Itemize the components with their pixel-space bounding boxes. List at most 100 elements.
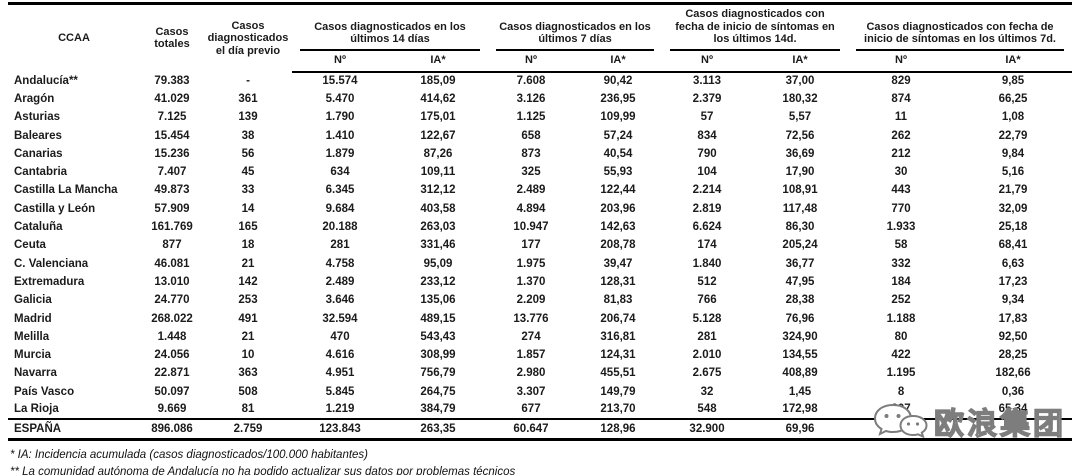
table-row: Melilla 1.448 21 470 543,43 274 316,81 281 324,9…: [8, 328, 1072, 346]
value-cell: 1.933: [886, 221, 916, 234]
value-cell: 17,83: [998, 312, 1028, 325]
value-cell: 24.770: [154, 294, 190, 307]
table-row: Canarias 15.236 56 1.879 87,26 873 40,54 790 36,…: [8, 145, 1072, 163]
value-cell: 57: [700, 111, 714, 124]
table-row: Castilla y León 57.909 14 9.684 403,58 4.894 2…: [8, 200, 1072, 218]
value-cell: 422: [891, 349, 911, 362]
value-cell: 834: [697, 129, 717, 142]
value-cell: 6.624: [692, 221, 722, 234]
value-cell: 104: [697, 166, 717, 179]
value-cell: 14: [241, 202, 255, 215]
table-row: Cataluña 161.769 165 20.188 263,03 10.947 142,…: [8, 218, 1072, 236]
table-header: CCAA Casos totales Casos diagnosticados …: [8, 4, 1073, 73]
value-cell: 384,79: [420, 403, 456, 416]
value-cell: 139: [238, 111, 258, 124]
ccaa-cell: Galicia: [14, 294, 52, 307]
value-cell: 15.236: [154, 147, 190, 160]
value-cell: 55,93: [603, 166, 633, 179]
value-cell: 325: [521, 166, 541, 179]
value-cell: 81,83: [603, 294, 633, 307]
ccaa-cell: Aragón: [14, 92, 55, 105]
value-cell: 65,34: [998, 403, 1028, 416]
value-cell: 56: [241, 147, 255, 160]
footnotes: * IA: Incidencia acumulada (casos diagno…: [0, 441, 1080, 475]
value-cell: 213,70: [600, 403, 636, 416]
value-cell: 36,77: [785, 257, 815, 270]
value-cell: 13.010: [154, 275, 190, 288]
ccaa-cell: Cataluña: [14, 221, 63, 234]
ccaa-cell: Extremadura: [14, 275, 85, 288]
value-cell: 39,47: [603, 257, 633, 270]
value-cell: 2.675: [692, 367, 722, 380]
value-cell: 455,51: [600, 367, 636, 380]
value-cell: 0,36: [1001, 385, 1025, 398]
table-row: Galicia 24.770 253 3.646 135,06 2.209 81,83 766…: [8, 291, 1072, 309]
header-ia-sintomas-7d: IA*: [954, 50, 1073, 73]
value-cell: 50.097: [154, 385, 190, 398]
ccaa-cell: La Rioja: [14, 403, 59, 416]
value-cell: 87,26: [423, 147, 453, 160]
value-cell: 5.845: [325, 385, 355, 398]
value-cell: 92,50: [998, 330, 1028, 343]
value-cell: 208,78: [600, 239, 636, 252]
table-row: Navarra 22.871 363 4.951 756,79 2.980 455,51 2.…: [8, 364, 1072, 382]
value-cell: 2.010: [692, 349, 722, 362]
table-row: Andalucía** 79.383 - 15.574 185,09 7.608 90,42…: [8, 72, 1072, 90]
value-cell: 15.454: [154, 129, 190, 142]
value-cell: 489,15: [420, 312, 456, 325]
header-num-7d: Nº: [488, 50, 574, 73]
value-cell: 9,34: [1001, 294, 1025, 307]
value-cell: 20.188: [322, 221, 358, 234]
value-cell: 41.029: [154, 92, 190, 105]
value-cell: 10: [241, 349, 255, 362]
value-cell: 33: [241, 184, 255, 197]
value-cell: 80: [894, 330, 908, 343]
total-value-cell: 32.900: [662, 418, 753, 441]
value-cell: 13.776: [513, 312, 549, 325]
total-value-cell: 2.759: [204, 418, 292, 441]
value-cell: 66,25: [998, 92, 1028, 105]
total-value-cell: [954, 418, 1073, 441]
value-cell: 2.819: [692, 202, 722, 215]
value-cell: 414,62: [420, 92, 456, 105]
header-ia-sintomas-14d: IA*: [752, 50, 849, 73]
table-row: Cantabria 7.407 45 634 109,11 325 55,93 104 17,9…: [8, 163, 1072, 181]
value-cell: 46.081: [154, 257, 190, 270]
value-cell: 790: [697, 147, 717, 160]
total-value-cell: 896.086: [140, 418, 204, 441]
value-cell: 17,23: [998, 275, 1028, 288]
value-cell: 5,16: [1001, 166, 1025, 179]
value-cell: 122,67: [420, 129, 456, 142]
value-cell: 161.769: [151, 221, 193, 234]
value-cell: 182,66: [995, 367, 1031, 380]
ccaa-cell: Baleares: [14, 129, 62, 142]
value-cell: 17,90: [785, 166, 815, 179]
value-cell: 205,24: [782, 239, 818, 252]
value-cell: 81: [241, 403, 255, 416]
value-cell: 57.909: [154, 202, 190, 215]
header-num-sintomas-14d: Nº: [662, 50, 753, 73]
footnote-ia-definition: * IA: Incidencia acumulada (casos diagno…: [10, 448, 369, 461]
table-row: Murcia 24.056 10 4.616 308,99 1.857 124,31 2.01…: [8, 346, 1072, 364]
value-cell: 24.056: [154, 349, 190, 362]
value-cell: 76,96: [785, 312, 815, 325]
ccaa-cell: Ceuta: [14, 239, 46, 252]
value-cell: 263,03: [420, 221, 456, 234]
total-row-espana: ESPAÑA 896.086 2.759 123.843 263,35 60.6…: [8, 418, 1073, 441]
value-cell: 185,09: [420, 75, 456, 88]
value-cell: 108,91: [782, 184, 818, 197]
value-cell: 134,55: [782, 349, 818, 362]
value-cell: 236,95: [600, 92, 636, 105]
value-cell: 15.574: [322, 75, 358, 88]
value-cell: 21: [241, 257, 255, 270]
value-cell: 86,30: [785, 221, 815, 234]
value-cell: 180,32: [782, 92, 818, 105]
value-cell: 829: [891, 75, 911, 88]
value-cell: 165: [238, 221, 258, 234]
ccaa-cell: Asturias: [14, 111, 61, 124]
value-cell: 57,24: [603, 129, 633, 142]
value-cell: 252: [891, 294, 911, 307]
value-cell: 543,43: [420, 330, 456, 343]
value-cell: 18: [241, 239, 255, 252]
value-cell: 1.975: [516, 257, 546, 270]
